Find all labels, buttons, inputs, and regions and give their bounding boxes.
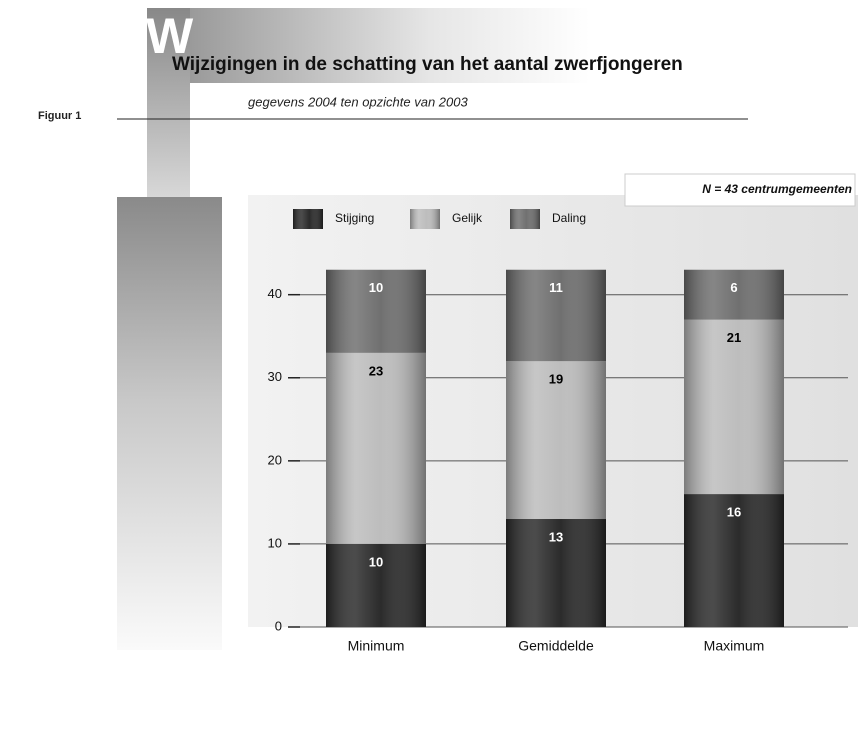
data-label: 10: [369, 554, 383, 569]
legend-label: Daling: [552, 211, 586, 225]
y-tick-label: 20: [268, 452, 282, 467]
y-tick-label: 0: [275, 618, 282, 633]
annotation-box: [624, 173, 856, 207]
chart-title: Wijzigingen in de schatting van het aant…: [172, 54, 683, 75]
bar-shine: [684, 269, 784, 320]
y-tick-label: 30: [268, 369, 282, 384]
legend-swatch-shine: [410, 209, 440, 229]
data-label: 21: [727, 330, 741, 345]
x-tick-label: Gemiddelde: [518, 638, 594, 654]
x-tick-label: Minimum: [348, 638, 405, 654]
data-label: 16: [727, 505, 741, 520]
y-tick-label: 10: [268, 535, 282, 550]
data-label: 6: [730, 280, 737, 295]
bar-shine: [506, 361, 606, 519]
data-label: 10: [369, 280, 383, 295]
bar-shine: [684, 494, 784, 627]
bar-shine: [506, 519, 606, 627]
bar-shine: [684, 319, 784, 495]
data-label: 11: [549, 280, 563, 295]
bar-shine: [506, 269, 606, 362]
legend-swatch-shine: [293, 209, 323, 229]
data-label: 19: [549, 372, 563, 387]
x-tick-label: Maximum: [704, 638, 765, 654]
bar-shine: [326, 543, 426, 627]
data-label: 23: [369, 363, 383, 378]
figure-label: Figuur 1: [38, 110, 81, 122]
photo-panel: [117, 197, 222, 650]
y-tick-label: 40: [268, 286, 282, 301]
data-label: 13: [549, 529, 563, 544]
title-band: [190, 8, 590, 83]
legend-label: Stijging: [335, 211, 374, 225]
legend-label: Gelijk: [452, 211, 483, 225]
side-strip: [147, 8, 190, 198]
bar-shine: [326, 352, 426, 544]
title-initial: W: [146, 8, 194, 64]
plot: 0 10 20 30 40 Stijging Gelijk Daling 10 23 10 Minim…: [268, 209, 848, 654]
annotation: N = 43 centrumgemeenten: [702, 182, 852, 196]
chart-subtitle: gegevens 2004 ten opzichte van 2003: [248, 94, 469, 109]
bar-shine: [326, 269, 426, 353]
legend-swatch-shine: [510, 209, 540, 229]
